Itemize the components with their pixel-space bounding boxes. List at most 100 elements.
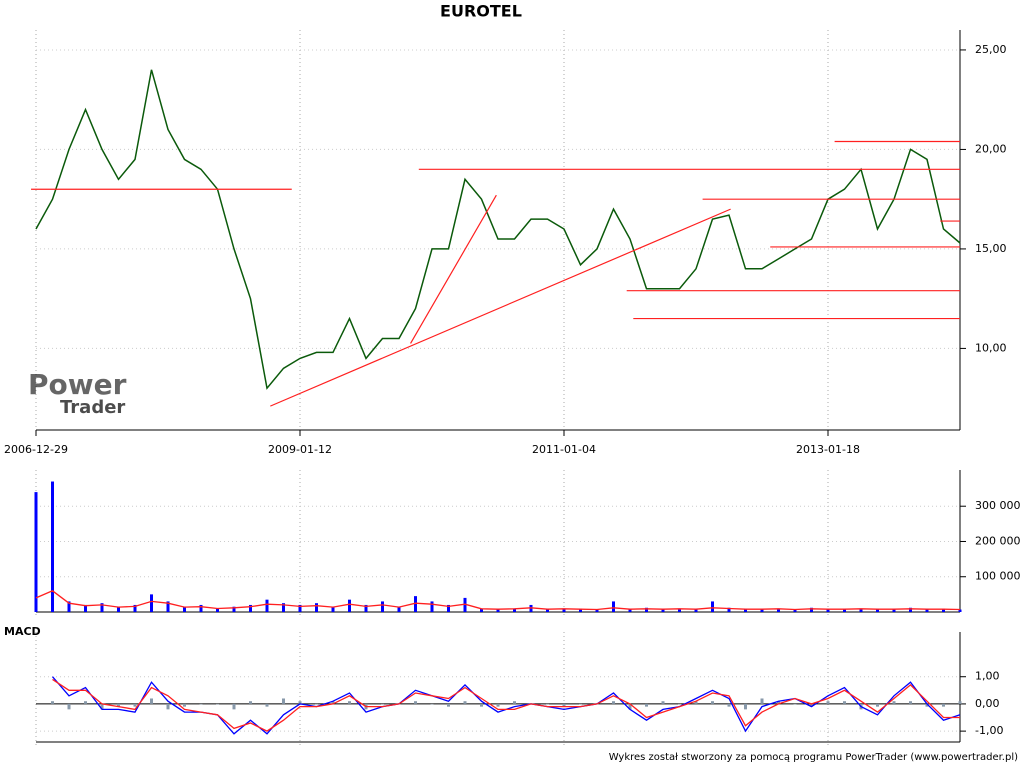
bar [793,703,797,705]
bar [529,604,533,612]
y-tick-label: 0,00 [975,697,1000,710]
bar [150,594,153,612]
bar [249,604,252,612]
bar [942,608,945,612]
bar [397,606,401,612]
bar [645,607,648,612]
bar [513,608,516,612]
bar [348,599,351,612]
bar [496,609,500,612]
y-tick-label: 100 000 [975,570,1021,583]
bar [826,701,830,704]
bar [876,703,879,707]
bar [678,608,681,612]
bar [298,701,302,704]
bar [942,703,945,707]
bar [645,703,648,707]
bar [133,604,137,612]
bar [84,701,87,704]
bar [447,703,450,707]
bar [463,701,467,704]
bar [265,599,269,612]
bar [84,604,87,612]
bar [760,609,764,612]
bar [249,701,252,704]
bar [496,703,500,707]
bar [381,703,384,705]
bar [480,703,483,707]
y-tick-label: 300 000 [975,499,1021,512]
bar [513,701,516,704]
series-line [52,678,960,732]
bar [628,703,632,710]
bar [579,703,582,705]
bar [579,608,582,612]
x-tick-label: 2006-12-29 [4,443,68,456]
bar [546,703,549,705]
bar [612,601,615,612]
footer: Wykres został stworzony za pomocą progra… [609,752,1018,763]
x-tick-label: 2011-01-04 [532,443,596,456]
watermark: Trader [60,397,125,418]
bar [925,703,929,707]
bar [364,604,368,612]
bar [777,701,780,704]
x-tick-label: 2013-01-18 [796,443,860,456]
y-tick-label: 10,00 [975,341,1007,354]
bar [150,698,153,704]
bar [414,701,417,704]
bar [595,609,599,612]
bar [199,703,203,705]
bar [628,609,632,612]
bar [694,701,698,704]
y-tick-label: -1,00 [975,724,1003,737]
bar [282,603,285,612]
bar [430,703,434,705]
bar [381,601,384,612]
trend-line [270,208,731,407]
bar [34,492,38,612]
bar [183,703,186,707]
bar [331,606,335,612]
series-line [35,590,961,611]
bar [463,597,467,612]
bar [199,604,203,612]
bar [430,601,434,612]
y-tick-label: 25,00 [975,43,1007,56]
bar [216,703,219,705]
bar [909,607,912,612]
bar [315,703,318,705]
bar [810,607,813,612]
y-tick-label: 1,00 [975,670,1000,683]
bar [51,701,54,704]
bar [744,703,747,710]
bar [166,703,170,710]
bar [760,698,764,704]
bar [925,609,929,612]
x-tick-label: 2009-01-12 [268,443,332,456]
bar [447,604,450,612]
bar [166,601,170,612]
bar [546,609,549,612]
bar [777,608,780,612]
bar [678,703,681,705]
bar [67,601,71,612]
bar [744,608,747,612]
bar [876,609,879,612]
bar [216,608,219,612]
bar [117,606,120,612]
bar [810,703,813,707]
bar [892,608,896,612]
bar [661,701,665,704]
bar [67,703,71,710]
y-tick-label: 20,00 [975,142,1007,155]
bar [348,701,351,704]
bar [727,703,731,707]
bar [282,698,285,704]
bar [414,596,417,612]
bar [661,608,665,612]
bar [612,701,615,704]
bar [892,701,896,704]
